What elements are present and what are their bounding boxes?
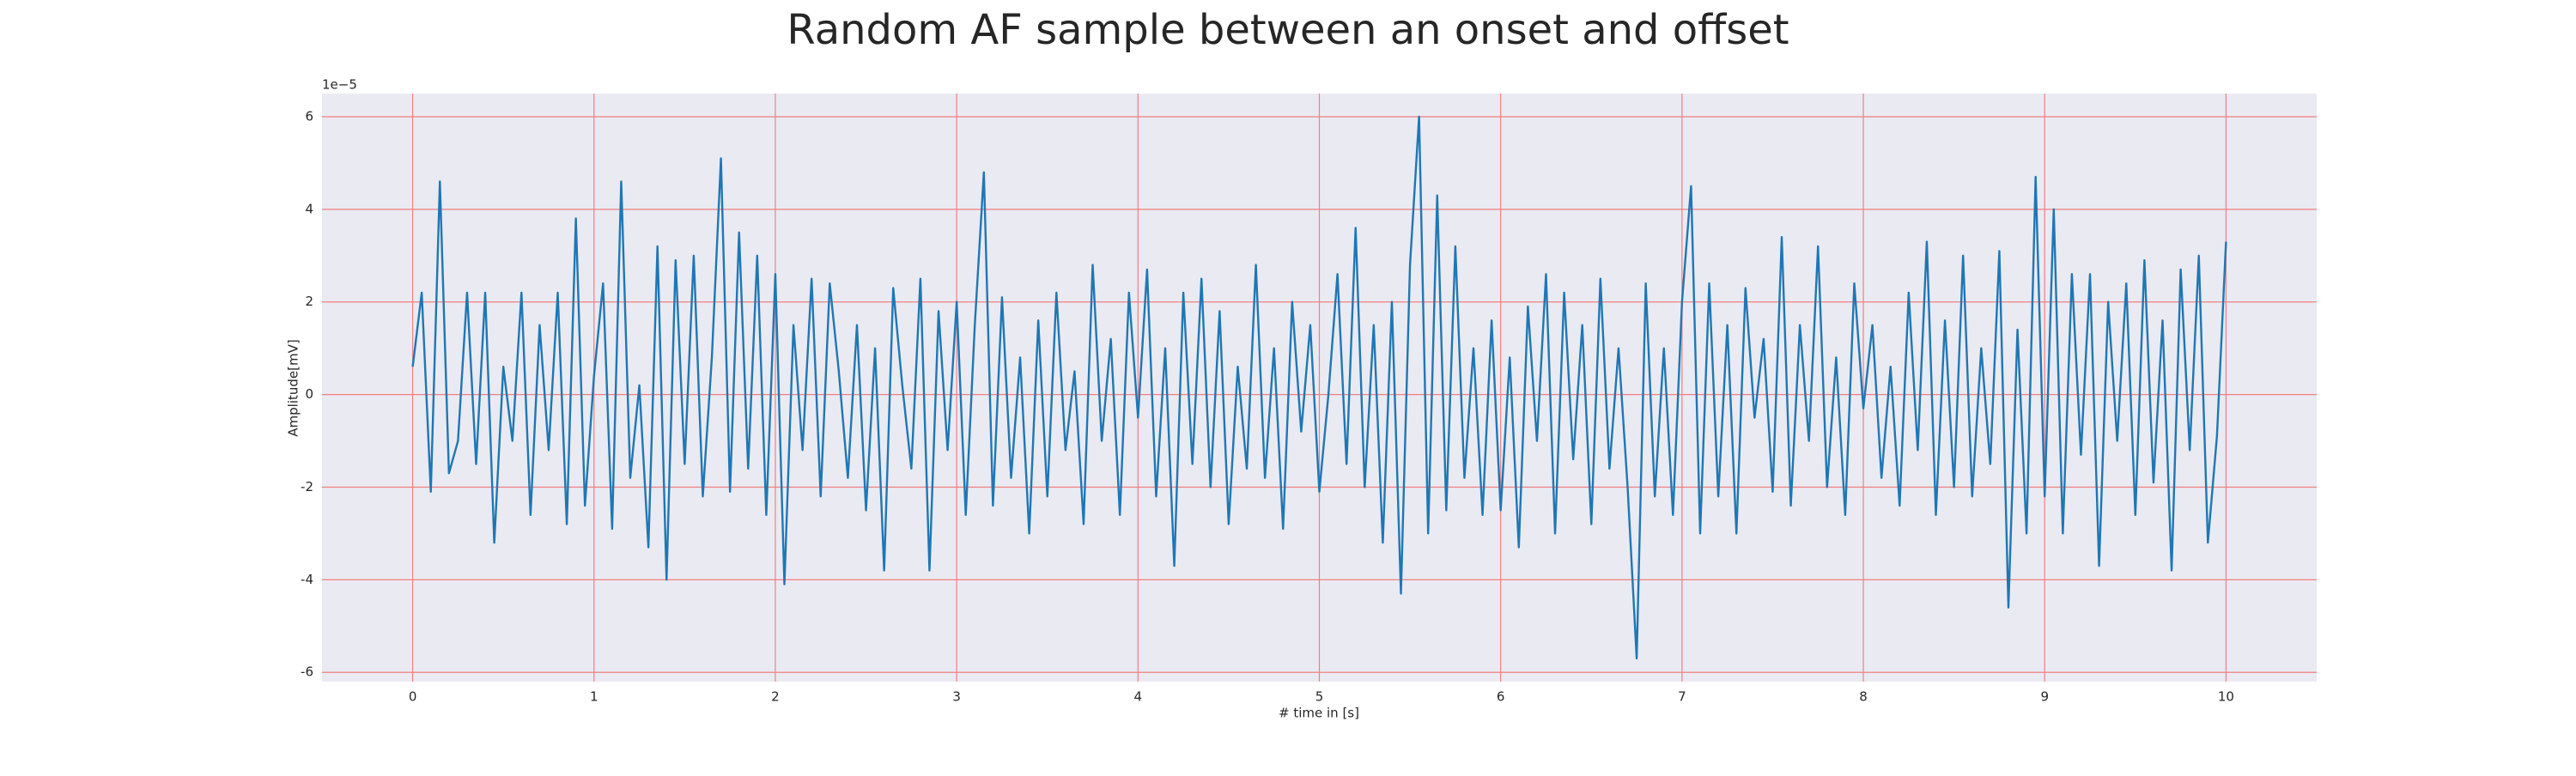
y-offset-label: 1e−5	[322, 77, 357, 93]
x-tick-label: 5	[1315, 689, 1324, 705]
y-tick-label: 0	[305, 386, 313, 402]
x-tick-label: 2	[771, 689, 780, 705]
y-tick-label: -6	[301, 664, 313, 680]
x-tick-label: 6	[1497, 689, 1505, 705]
x-tick-label: 3	[952, 689, 961, 705]
y-tick-label: 6	[305, 108, 313, 124]
x-tick-label: 4	[1134, 689, 1143, 705]
plot-area: 0 1 2 3 4 5 6 7 8 9 10 -6 -4 -2 0 2 4 6	[301, 94, 2317, 705]
x-tick-label: 10	[2218, 689, 2234, 705]
signal-line	[411, 115, 2227, 660]
chart-title: Random AF sample between an onset and of…	[787, 6, 1789, 54]
y-tick-label: -2	[301, 479, 313, 494]
x-tick-label: 0	[409, 689, 417, 705]
y-tick-label: -4	[301, 572, 313, 587]
x-tick-label: 9	[2040, 689, 2049, 705]
x-tick-label: 1	[590, 689, 598, 705]
x-tick-label: 8	[1859, 689, 1868, 705]
y-tick-label: 4	[305, 201, 313, 216]
x-tick-label: 7	[1678, 689, 1686, 705]
y-tick-label: 2	[305, 294, 313, 309]
x-axis-label: # time in [s]	[1279, 706, 1359, 721]
y-axis-label: Amplitude[mV]	[286, 339, 301, 436]
